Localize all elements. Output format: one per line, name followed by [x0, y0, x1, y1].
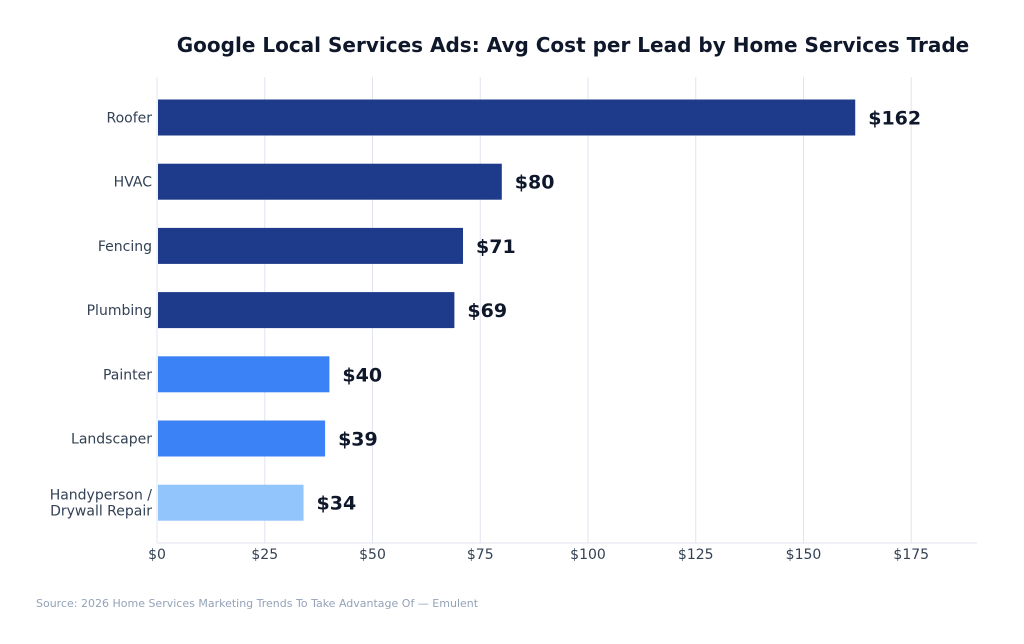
value-label: $162 — [868, 108, 921, 130]
bar — [158, 420, 326, 457]
x-tick-label: $0 — [148, 547, 166, 563]
category-label: Roofer — [106, 111, 152, 127]
source-note: Source: 2026 Home Services Marketing Tre… — [36, 597, 479, 610]
chart-title: Google Local Services Ads: Avg Cost per … — [177, 33, 970, 57]
category-labels: Roofer HVAC Fencing Plumbing Painter Landscap… — [50, 111, 153, 520]
x-tick-label: $25 — [251, 547, 278, 563]
bar — [158, 356, 330, 393]
x-tick-label: $100 — [570, 547, 606, 563]
bar — [158, 484, 304, 521]
category-label: Landscaper — [71, 432, 152, 448]
x-tick-label: $125 — [678, 547, 714, 563]
x-tick-label: $75 — [467, 547, 494, 563]
value-label: $69 — [467, 300, 507, 322]
bar — [158, 99, 856, 136]
value-label: $71 — [476, 236, 516, 258]
category-label: Fencing — [98, 239, 152, 255]
value-label: $39 — [338, 429, 378, 451]
value-label: $80 — [515, 172, 555, 194]
category-label: HVAC — [114, 175, 153, 191]
category-label: Plumbing — [87, 303, 152, 319]
x-tick-label: $50 — [359, 547, 386, 563]
bar — [158, 163, 502, 200]
category-label: Painter — [103, 367, 152, 383]
category-label: Handyperson / Drywall Repair — [50, 488, 153, 520]
value-label: $34 — [317, 493, 357, 515]
x-tick-label: $175 — [893, 547, 929, 563]
bar — [158, 227, 464, 264]
bars — [158, 99, 856, 521]
value-label: $40 — [342, 364, 382, 386]
value-labels: $162 $80 $71 $69 $40 $39 $34 — [317, 108, 922, 515]
x-tick-label: $150 — [786, 547, 822, 563]
bar — [158, 292, 455, 329]
x-axis: $0 $25 $50 $75 $100 $125 $150 $175 — [148, 542, 977, 563]
